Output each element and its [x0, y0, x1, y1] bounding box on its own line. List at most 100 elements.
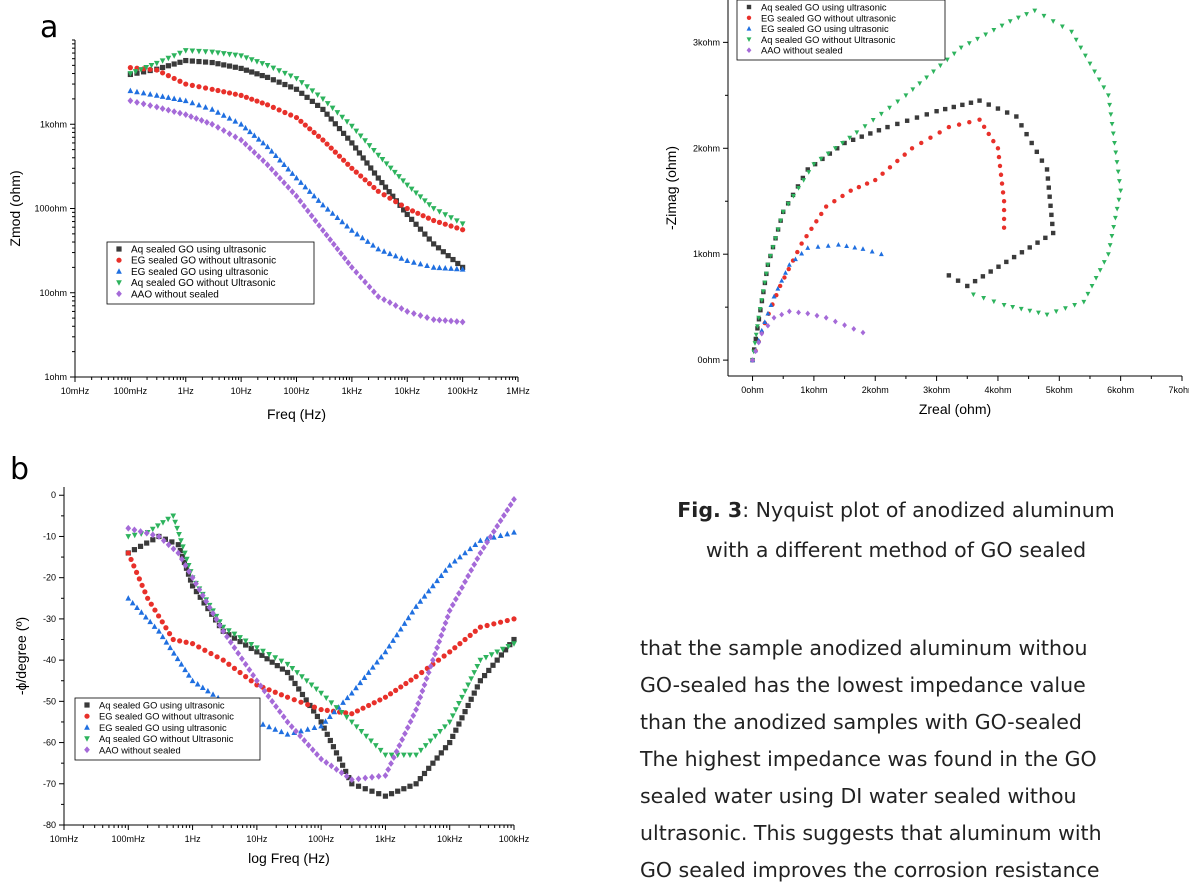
data-point-square — [345, 135, 351, 141]
data-point-diamond — [198, 117, 205, 124]
data-point-circle — [324, 141, 330, 147]
data-point-triangle-down — [449, 713, 456, 719]
data-point-diamond — [369, 773, 375, 781]
data-point-circle — [209, 86, 215, 92]
data-point-square — [193, 588, 200, 595]
x-tick-label: 1Hz — [185, 834, 202, 844]
data-point-square — [125, 550, 131, 556]
data-point-triangle-down — [276, 68, 282, 74]
data-point-square — [349, 140, 355, 146]
data-point-circle — [497, 619, 504, 625]
data-point-square — [781, 209, 786, 215]
data-point-square — [407, 783, 413, 789]
data-point-triangle-down — [202, 49, 209, 55]
x-tick-label: 10kHz — [394, 386, 420, 396]
data-point-triangle-down — [1044, 312, 1050, 318]
data-point-diamond — [257, 682, 264, 690]
data-point-diamond — [756, 339, 762, 346]
data-point-square — [1045, 176, 1051, 181]
data-point-square — [274, 663, 280, 669]
data-point-diamond — [430, 316, 437, 323]
data-point-square — [144, 540, 150, 546]
x-tick-label: 1kohm — [800, 385, 827, 395]
data-point-triangle-up — [783, 270, 788, 275]
data-point-triangle-up — [771, 293, 777, 299]
data-point-diamond — [779, 311, 785, 318]
data-point-diamond — [224, 633, 230, 641]
data-point-diamond — [188, 113, 194, 120]
data-point-triangle-up — [386, 643, 393, 649]
data-point-triangle-down — [377, 747, 384, 754]
data-point-circle — [1001, 216, 1007, 222]
data-point-circle — [189, 641, 196, 647]
data-point-circle — [270, 104, 276, 110]
data-point-triangle-down — [471, 670, 478, 676]
data-point-square — [243, 642, 249, 648]
data-point-diamond — [134, 98, 140, 106]
data-point-circle — [382, 694, 389, 700]
data-point-triangle-down — [750, 358, 755, 363]
data-point-triangle-up — [477, 537, 484, 543]
data-point-circle — [249, 96, 255, 102]
data-point-diamond — [392, 302, 399, 309]
data-point-circle — [856, 184, 862, 190]
data-point-square — [980, 274, 986, 279]
data-point-diamond — [357, 273, 364, 281]
data-point-square — [292, 680, 298, 687]
data-point-diamond — [297, 197, 304, 205]
legend-label: AAO without sealed — [131, 289, 219, 300]
data-point-diamond — [353, 268, 360, 276]
legend-label: Aq sealed GO without Ultrasonic — [761, 35, 896, 45]
data-point-square — [835, 146, 840, 151]
data-point-triangle-up — [210, 691, 216, 697]
data-point-circle — [887, 165, 893, 170]
data-point-circle — [366, 702, 372, 709]
data-point-diamond — [438, 632, 445, 639]
data-point-square — [850, 137, 856, 143]
data-point-diamond — [436, 638, 443, 645]
data-point-triangle-down — [1010, 304, 1016, 310]
data-point-diamond — [160, 537, 167, 544]
data-point-square — [1004, 110, 1010, 115]
data-point-triangle-up — [289, 170, 296, 176]
data-point-diamond — [334, 245, 341, 253]
data-point-circle — [183, 639, 189, 645]
data-point-circle — [278, 692, 284, 698]
data-point-triangle-up — [322, 718, 329, 724]
series-triangle-down — [125, 513, 517, 759]
data-point-circle — [152, 607, 158, 613]
data-point-diamond — [220, 627, 227, 635]
data-point-square — [248, 645, 254, 652]
data-point-triangle-up — [779, 278, 785, 283]
data-point-square — [311, 708, 317, 714]
data-point-diamond — [462, 578, 468, 586]
data-point-triangle-down — [226, 51, 233, 58]
data-point-circle — [967, 119, 972, 125]
data-point-diamond — [786, 308, 792, 315]
data-point-triangle-down — [832, 146, 838, 151]
data-point-square — [336, 756, 343, 762]
data-point-triangle-up — [750, 357, 755, 363]
data-point-triangle-down — [181, 550, 188, 557]
data-point-square — [220, 628, 226, 634]
data-point-triangle-up — [185, 672, 192, 678]
data-point-circle — [454, 225, 460, 231]
data-point-triangle-down — [309, 88, 316, 94]
data-point-triangle-up — [311, 192, 317, 199]
data-point-triangle-down — [1082, 53, 1088, 59]
data-point-square — [1011, 254, 1017, 260]
legend-marker — [84, 746, 90, 754]
data-point-triangle-up — [746, 25, 752, 31]
data-point-circle — [208, 650, 214, 657]
data-point-square — [165, 63, 171, 69]
data-point-diamond — [440, 625, 447, 633]
data-point-diamond — [116, 290, 122, 298]
data-point-triangle-up — [163, 639, 170, 645]
data-point-triangle-down — [938, 63, 943, 69]
data-point-circle — [311, 704, 318, 710]
data-point-circle — [264, 102, 271, 108]
data-point-circle — [403, 680, 409, 687]
panel-letter-b: b — [10, 452, 30, 487]
data-point-square — [369, 788, 375, 794]
data-point-triangle-down — [160, 520, 166, 526]
